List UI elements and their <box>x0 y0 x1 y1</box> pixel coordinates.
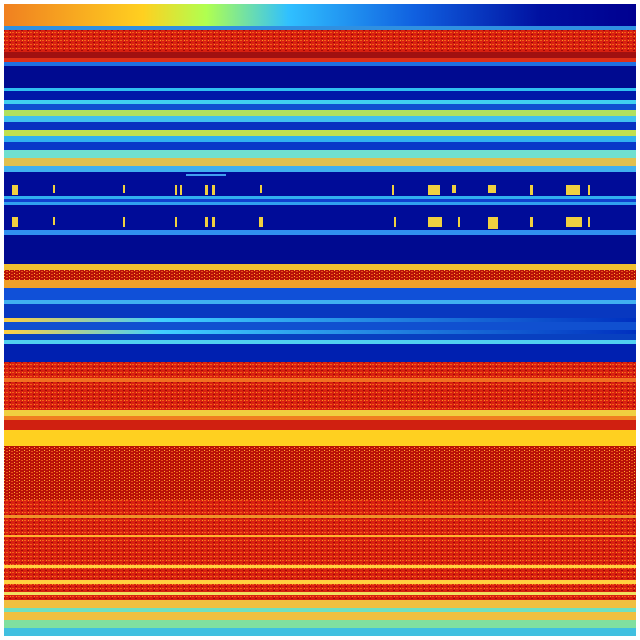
heatmap-bands <box>4 4 636 636</box>
bright-ticks <box>12 174 590 229</box>
